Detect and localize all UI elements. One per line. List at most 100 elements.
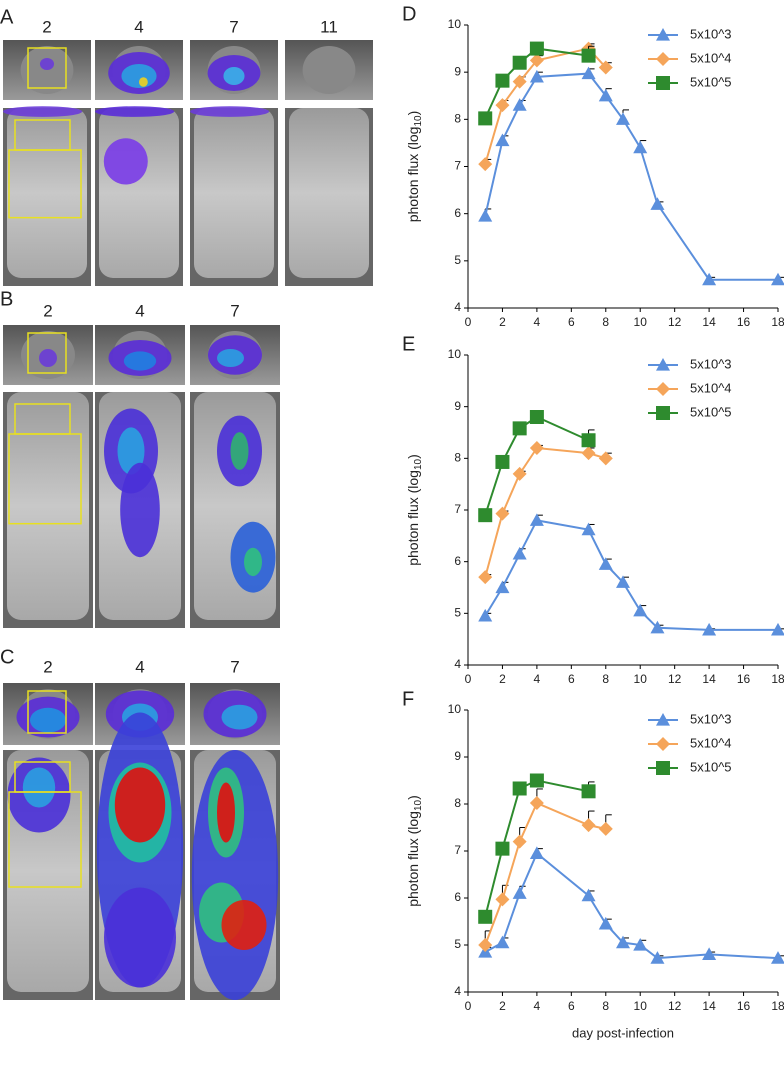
- day-label: 7: [230, 301, 239, 320]
- marker: [478, 909, 493, 924]
- marker: [702, 622, 717, 636]
- marker: [529, 773, 544, 788]
- marker: [598, 451, 613, 466]
- marker: [478, 570, 493, 585]
- x-tick-label: 18: [771, 672, 784, 686]
- marker: [495, 935, 510, 949]
- day-label: 4: [134, 17, 143, 36]
- y-tick-label: 8: [454, 796, 461, 810]
- day-label: 4: [135, 657, 144, 676]
- mouse-body: [7, 392, 89, 620]
- signal: [117, 427, 145, 475]
- marker: [512, 886, 527, 899]
- day-label: 7: [230, 657, 239, 676]
- marker: [529, 441, 544, 455]
- y-tick-label: 10: [448, 347, 462, 361]
- legend-label: 5x10^4: [690, 380, 732, 395]
- y-tick-label: 10: [448, 17, 462, 31]
- signal: [123, 351, 157, 371]
- x-tick-label: 8: [602, 672, 609, 686]
- marker: [512, 546, 527, 560]
- roi-box: [27, 332, 67, 374]
- marker: [598, 916, 613, 930]
- y-tick-label: 9: [454, 749, 461, 763]
- marker: [512, 466, 527, 481]
- legend-label: 5x10^3: [690, 711, 732, 726]
- marker: [512, 55, 527, 70]
- roi-box: [27, 690, 67, 734]
- marker: [478, 157, 493, 172]
- marker: [598, 557, 613, 570]
- marker: [650, 197, 665, 210]
- roi-box: [27, 47, 67, 89]
- marker: [529, 53, 544, 68]
- y-axis-label-text: photon flux (log: [405, 811, 421, 907]
- marker: [512, 834, 527, 849]
- y-tick-label: 6: [454, 554, 461, 568]
- marker: [616, 112, 630, 125]
- signal: [95, 106, 175, 117]
- y-axis-label-text: photon flux (log: [405, 127, 421, 223]
- signal: [120, 462, 160, 558]
- marker: [633, 938, 648, 951]
- x-tick-label: 4: [534, 672, 541, 686]
- marker: [529, 69, 544, 83]
- legend-label: 5x10^3: [690, 356, 732, 371]
- marker: [581, 888, 596, 902]
- marker: [529, 846, 544, 859]
- legend-marker: [656, 358, 670, 371]
- y-axis-label-suffix: ): [405, 111, 421, 116]
- panel-letter: A: [0, 6, 14, 28]
- marker: [529, 796, 544, 811]
- marker: [581, 784, 596, 799]
- x-tick-label: 12: [668, 315, 682, 329]
- y-tick-label: 7: [454, 502, 461, 516]
- signal: [104, 887, 176, 988]
- x-tick-label: 14: [702, 315, 716, 329]
- y-tick-label: 5: [454, 253, 461, 267]
- marker: [512, 781, 527, 796]
- marker: [478, 608, 493, 622]
- y-axis-label-sub: 10: [413, 115, 424, 127]
- legend-label: 5x10^5: [690, 74, 732, 89]
- mouse-body: [289, 108, 369, 278]
- x-tick-label: 18: [771, 999, 784, 1013]
- marker: [771, 951, 784, 964]
- marker: [771, 272, 784, 286]
- signal: [114, 767, 166, 843]
- marker: [478, 938, 493, 952]
- y-axis-label-suffix: ): [405, 795, 421, 800]
- series-line: [484, 519, 778, 631]
- chart-letter: E: [402, 333, 415, 355]
- legend-marker: [656, 76, 670, 90]
- signal: [230, 432, 249, 470]
- marker: [581, 446, 596, 461]
- legend-label: 5x10^5: [690, 759, 732, 774]
- mouse-head: [302, 46, 356, 94]
- legend-label: 5x10^4: [690, 735, 732, 750]
- mouse-body: [7, 108, 87, 278]
- marker: [478, 209, 493, 222]
- y-tick-label: 5: [454, 606, 461, 620]
- marker: [478, 508, 493, 523]
- signal: [217, 782, 235, 843]
- marker: [529, 513, 544, 526]
- legend-marker: [656, 28, 670, 41]
- x-tick-label: 0: [465, 315, 472, 329]
- x-tick-label: 6: [568, 672, 575, 686]
- legend-marker: [656, 737, 670, 751]
- signal: [103, 138, 148, 185]
- legend-marker: [656, 713, 670, 726]
- legend-marker: [656, 382, 670, 396]
- marker: [495, 892, 510, 907]
- x-tick-label: 12: [668, 672, 682, 686]
- x-tick-label: 6: [568, 315, 575, 329]
- marker: [616, 575, 630, 588]
- marker: [581, 433, 596, 448]
- marker: [495, 133, 510, 147]
- x-tick-label: 16: [737, 315, 751, 329]
- legend-label: 5x10^4: [690, 50, 732, 65]
- y-tick-label: 8: [454, 112, 461, 126]
- y-axis-label-text: photon flux (log: [405, 470, 421, 566]
- signal: [30, 707, 66, 733]
